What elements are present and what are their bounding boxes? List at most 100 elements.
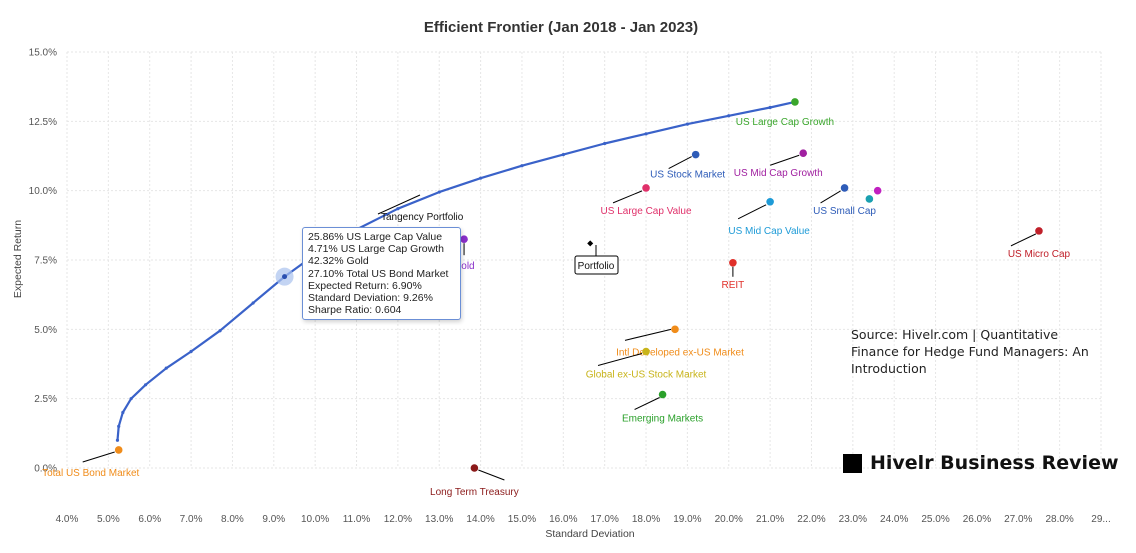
asset-label: US Mid Cap Growth bbox=[734, 168, 823, 179]
x-tick-label: 28.0% bbox=[1045, 514, 1073, 525]
x-tick-label: 16.0% bbox=[549, 514, 577, 525]
x-tick-label: 17.0% bbox=[591, 514, 619, 525]
tooltip-line: 4.71% US Large Cap Growth bbox=[308, 243, 444, 256]
x-tick-label: 25.0% bbox=[921, 514, 949, 525]
x-tick-label: 15.0% bbox=[508, 514, 536, 525]
portfolio-tooltip: 25.86% US Large Cap Value 4.71% US Large… bbox=[302, 227, 461, 321]
asset-point[interactable] bbox=[766, 197, 774, 206]
asset-point[interactable] bbox=[642, 184, 650, 192]
x-tick-label: 26.0% bbox=[963, 514, 991, 525]
x-tick-label: 12.0% bbox=[384, 514, 412, 525]
portfolio-label: Portfolio bbox=[578, 261, 615, 272]
frontier-point[interactable] bbox=[520, 164, 524, 168]
frontier-point[interactable] bbox=[143, 383, 148, 387]
frontier-point[interactable] bbox=[117, 424, 121, 428]
x-tick-label: 11.0% bbox=[343, 514, 371, 525]
frontier-point[interactable] bbox=[437, 190, 441, 194]
asset-point[interactable] bbox=[873, 186, 882, 195]
y-tick-label: 15.0% bbox=[29, 48, 57, 59]
frontier-point[interactable] bbox=[121, 410, 125, 415]
asset-label: US Large Cap Growth bbox=[736, 117, 834, 128]
chart-title: Efficient Frontier (Jan 2018 - Jan 2023) bbox=[424, 19, 698, 36]
frontier-point[interactable] bbox=[644, 132, 648, 136]
asset-leader-line bbox=[597, 353, 643, 367]
y-tick-label: 12.5% bbox=[29, 117, 57, 128]
y-axis-label: Expected Return bbox=[12, 220, 24, 298]
asset-point[interactable] bbox=[658, 390, 667, 399]
x-tick-label: 13.0% bbox=[425, 514, 453, 525]
asset-leader-line bbox=[668, 156, 692, 170]
asset-point[interactable] bbox=[865, 195, 874, 203]
asset-point[interactable] bbox=[729, 258, 737, 267]
asset-leader-line bbox=[634, 397, 660, 410]
y-axis-ticks: 0.0% 2.5% 5.0% 7.5% 10.0% 12.5% 15.0% bbox=[29, 48, 57, 475]
portfolio-marker bbox=[587, 240, 594, 247]
x-tick-label: 27.0% bbox=[1004, 514, 1032, 525]
asset-label: Emerging Markets bbox=[622, 414, 703, 425]
asset-point[interactable] bbox=[691, 150, 700, 159]
frontier-point[interactable] bbox=[115, 438, 120, 442]
annotations: Tangency Portfolio Portfolio bbox=[275, 194, 619, 286]
tangency-leader bbox=[377, 194, 421, 215]
asset-label: Long Term Treasury bbox=[430, 487, 519, 498]
x-tick-label: 8.0% bbox=[221, 514, 244, 525]
x-axis-ticks: 4.0% 5.0% 6.0% 7.0% 8.0% 9.0% 10.0% 11.0% 12.0% 1… bbox=[56, 514, 1111, 525]
frontier-point[interactable] bbox=[164, 366, 168, 370]
asset-label: Total US Bond Market bbox=[42, 468, 139, 479]
asset-point[interactable] bbox=[840, 184, 849, 192]
asset-point[interactable] bbox=[114, 446, 123, 454]
portfolio-label-box bbox=[574, 255, 619, 275]
x-tick-label: 21.0% bbox=[756, 514, 784, 525]
frontier-point[interactable] bbox=[396, 207, 400, 211]
y-tick-label: 2.5% bbox=[34, 394, 57, 405]
asset-point[interactable] bbox=[799, 149, 808, 158]
asset-label: US Mid Cap Value bbox=[728, 226, 810, 237]
asset-point[interactable] bbox=[1035, 227, 1043, 235]
asset-leader-line bbox=[1010, 233, 1037, 247]
asset-label: Intl Developed ex-US Market bbox=[616, 347, 744, 358]
y-tick-label: 7.5% bbox=[34, 256, 57, 267]
brand-square-icon bbox=[843, 453, 862, 473]
x-tick-label: 4.0% bbox=[56, 514, 79, 525]
grid bbox=[66, 51, 1102, 469]
frontier-point[interactable] bbox=[218, 329, 222, 333]
asset-leader-line bbox=[478, 469, 505, 481]
tooltip-line: 27.10% Total US Bond Market bbox=[308, 267, 449, 280]
x-tick-label: 7.0% bbox=[180, 514, 203, 525]
x-tick-label: 22.0% bbox=[797, 514, 825, 525]
x-tick-label: 6.0% bbox=[138, 514, 161, 525]
tooltip-line: Expected Return: 6.90% bbox=[308, 279, 422, 292]
tooltip-line: 42.32% Gold bbox=[308, 255, 369, 268]
asset-leader-line bbox=[624, 328, 672, 341]
asset-label: REIT bbox=[722, 280, 745, 291]
y-tick-label: 5.0% bbox=[34, 325, 57, 336]
selected-frontier-point[interactable] bbox=[282, 274, 288, 280]
x-tick-label: 24.0% bbox=[880, 514, 908, 525]
frontier-point[interactable] bbox=[768, 105, 772, 110]
asset-point[interactable] bbox=[642, 347, 650, 356]
x-tick-label: 9.0% bbox=[262, 514, 285, 525]
frontier-point[interactable] bbox=[129, 397, 133, 401]
frontier-point[interactable] bbox=[479, 176, 483, 180]
asset-label: US Micro Cap bbox=[1008, 249, 1071, 260]
asset-point[interactable] bbox=[671, 325, 679, 334]
asset-label: Gold bbox=[453, 261, 474, 272]
asset-point[interactable] bbox=[470, 464, 479, 472]
frontier-point[interactable] bbox=[727, 114, 731, 118]
asset-leader-line bbox=[612, 190, 643, 204]
x-tick-label: 20.0% bbox=[715, 514, 743, 525]
tooltip-line: Sharpe Ratio: 0.604 bbox=[308, 304, 402, 317]
brand-logo: Hivelr Business Review bbox=[843, 452, 1119, 474]
asset-label: US Small Cap bbox=[813, 206, 876, 217]
asset-point[interactable] bbox=[460, 235, 468, 243]
frontier-point[interactable] bbox=[561, 153, 565, 157]
frontier-point[interactable] bbox=[189, 349, 193, 354]
asset-point[interactable] bbox=[791, 98, 799, 106]
x-tick-label: 5.0% bbox=[97, 514, 120, 525]
asset-label: Global ex-US Stock Market bbox=[586, 370, 707, 381]
x-tick-label: 29... bbox=[1091, 514, 1110, 525]
asset-leader-line bbox=[737, 204, 767, 220]
frontier-point[interactable] bbox=[685, 122, 690, 126]
frontier-point[interactable] bbox=[603, 141, 607, 146]
frontier-point[interactable] bbox=[251, 301, 255, 305]
